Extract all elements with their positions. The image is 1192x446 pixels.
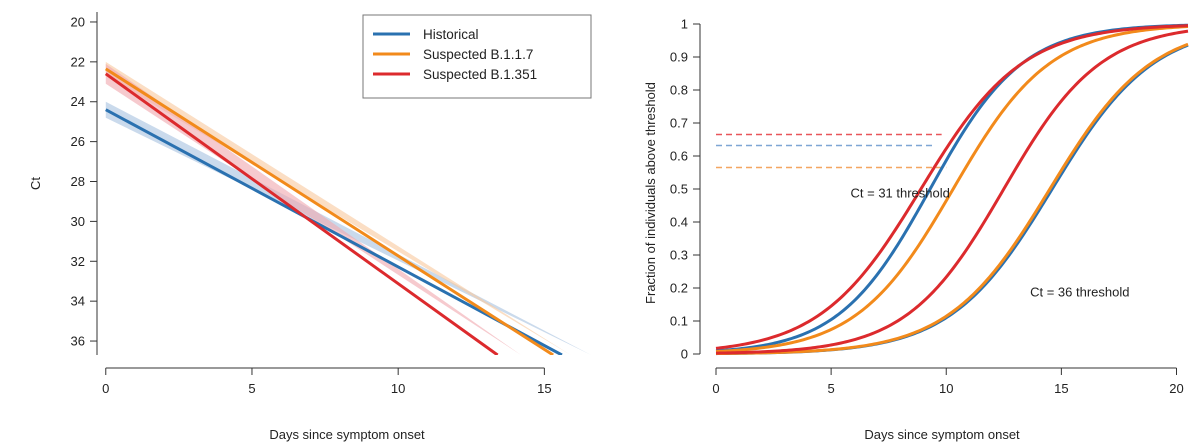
series-lines — [104, 67, 563, 355]
line-suspected-b-1-1-7 — [104, 67, 554, 355]
y-tick-label: 24 — [71, 94, 85, 109]
legend-label-historical: Historical — [423, 27, 479, 42]
y-tick-label: 36 — [71, 334, 85, 349]
axes — [96, 12, 545, 369]
y-tick-label: 30 — [71, 214, 85, 229]
y-axis-label: Fraction of individuals above threshold — [643, 82, 658, 304]
y-tick-label: 0.3 — [670, 248, 688, 263]
line-historical — [105, 108, 563, 355]
x-tick-label: 20 — [1169, 381, 1183, 396]
y-tick-label: 0.2 — [670, 281, 688, 296]
annotation-ct36: Ct = 36 threshold — [1030, 284, 1129, 299]
y-tick-label: 0.8 — [670, 83, 688, 98]
line-suspected-b-1-351 — [104, 72, 499, 355]
x-tick-label: 0 — [712, 381, 719, 396]
x-tick-label: 10 — [939, 381, 953, 396]
ct-trajectory-panel: 20 22 24 26 28 30 32 34 36 0 5 10 15 Days since symp… — [28, 12, 592, 442]
y-tick-label: 0 — [681, 347, 688, 362]
curve-suspected-b-1-1-7-ct-31 — [715, 25, 1189, 354]
ticks: 00.10.20.30.40.50.60.70.80.910 5 10 15 20 — [670, 17, 1184, 397]
fraction-above-threshold-panel: 00.10.20.30.40.50.60.70.80.910 5 10 15 20 Da… — [643, 17, 1189, 442]
legend-label-suspected-b-1-351: Suspected B.1.351 — [423, 67, 537, 82]
y-tick-label: 20 — [71, 14, 85, 29]
y-tick-label: 26 — [71, 134, 85, 149]
y-tick-label: 0.6 — [670, 149, 688, 164]
y-tick-label: 34 — [71, 294, 85, 309]
confidence-bands — [105, 61, 592, 355]
reference-lines — [716, 133, 947, 169]
band-suspected-b-1-1-7 — [105, 61, 571, 355]
y-tick-label: 22 — [71, 54, 85, 69]
y-tick-label: 0.9 — [670, 50, 688, 65]
y-tick-label: 0.5 — [670, 182, 688, 197]
curve-suspected-b-1-351-ct-36 — [715, 29, 1189, 355]
x-axis-label: Days since symptom onset — [269, 427, 425, 442]
y-tick-label: 1 — [681, 17, 688, 32]
x-tick-label: 0 — [102, 381, 109, 396]
x-tick-label: 10 — [391, 381, 405, 396]
ticks: 20 22 24 26 28 30 32 34 36 0 5 10 15 — [71, 14, 552, 396]
y-axis-label: Ct — [28, 177, 43, 190]
curve-suspected-b-1-351-ct-31 — [715, 24, 1189, 350]
legend-box — [362, 14, 592, 99]
y-tick-label: 0.1 — [670, 314, 688, 329]
legend-label-suspected-b-1-1-7: Suspected B.1.1.7 — [423, 47, 533, 62]
annotation-ct31: Ct = 31 threshold — [851, 185, 950, 200]
x-tick-label: 15 — [1054, 381, 1068, 396]
y-tick-label: 0.4 — [670, 215, 688, 230]
y-tick-label: 32 — [71, 254, 85, 269]
x-tick-label: 5 — [248, 381, 255, 396]
y-tick-label: 0.7 — [670, 116, 688, 131]
series-lines — [715, 23, 1189, 356]
band-historical — [105, 101, 592, 355]
x-tick-label: 15 — [537, 381, 551, 396]
x-axis-label: Days since symptom onset — [864, 427, 1020, 442]
legend: Historical Suspected B.1.1.7 Suspected B.1… — [362, 14, 592, 99]
x-tick-label: 5 — [828, 381, 835, 396]
curve-suspected-b-1-1-7-ct-36 — [715, 42, 1189, 356]
y-tick-label: 28 — [71, 174, 85, 189]
